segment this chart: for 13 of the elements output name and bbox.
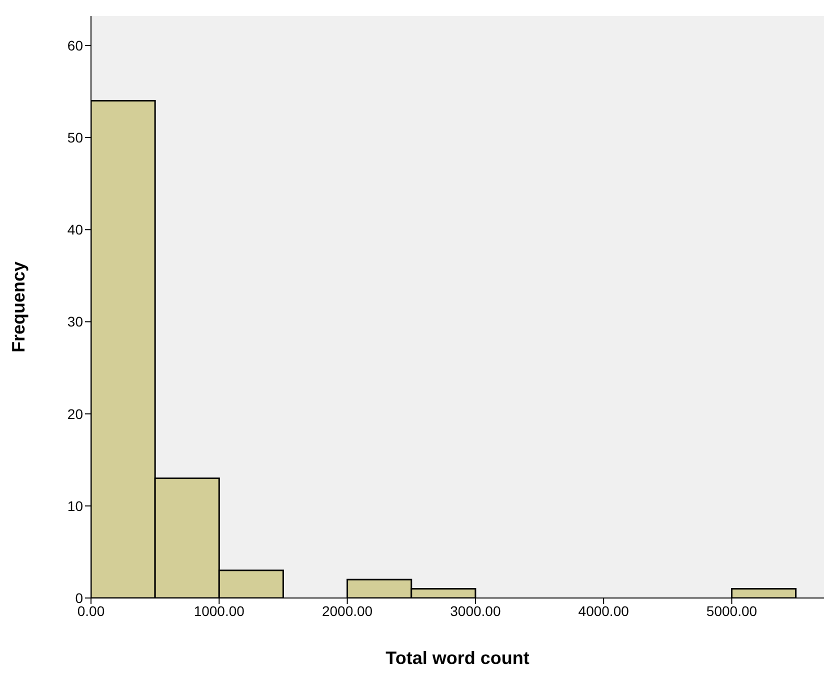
y-tick-label: 40: [67, 222, 84, 238]
x-tick-label: 3000.00: [450, 602, 501, 619]
y-tick-label: 50: [67, 130, 84, 146]
y-tick-label: 30: [67, 314, 84, 330]
y-axis-title: Frequency: [8, 261, 28, 353]
y-tick-label: 20: [67, 406, 84, 422]
y-tick-label: 10: [67, 498, 84, 514]
x-tick-label: 2000.00: [322, 602, 373, 619]
x-axis-title: Total word count: [386, 648, 530, 668]
x-tick-label: 5000.00: [706, 602, 758, 619]
x-tick-label: 1000.00: [194, 602, 245, 619]
x-tick-label: 4000.00: [578, 602, 630, 619]
y-tick-label: 60: [67, 37, 84, 54]
